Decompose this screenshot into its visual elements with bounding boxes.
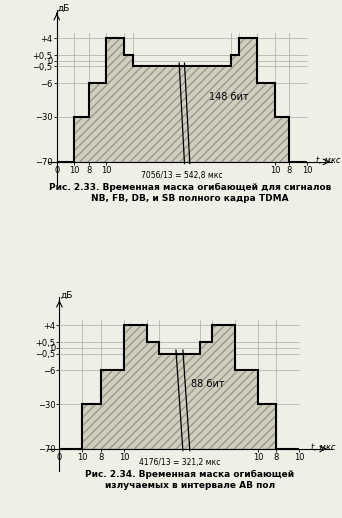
Text: 88 бит: 88 бит — [191, 379, 225, 388]
Polygon shape — [57, 38, 307, 162]
Polygon shape — [60, 325, 300, 449]
Text: дБ: дБ — [58, 4, 70, 12]
X-axis label: Рис. 2.34. Временная маска огибающей
излучаемых в интервале AB пол: Рис. 2.34. Временная маска огибающей изл… — [85, 470, 294, 490]
X-axis label: Рис. 2.33. Временная маска огибающей для сигналов
NB, FB, DB, и SB полного кадра: Рис. 2.33. Временная маска огибающей для… — [49, 183, 331, 203]
Text: 7056/13 = 542,8 мкс: 7056/13 = 542,8 мкс — [141, 171, 223, 180]
Text: дБ: дБ — [61, 291, 73, 299]
Text: t, мкс: t, мкс — [311, 443, 336, 452]
Text: 148 бит: 148 бит — [209, 92, 249, 102]
Text: 4176/13 = 321,2 мкс: 4176/13 = 321,2 мкс — [139, 458, 220, 467]
Text: t, мкс: t, мкс — [316, 156, 340, 165]
